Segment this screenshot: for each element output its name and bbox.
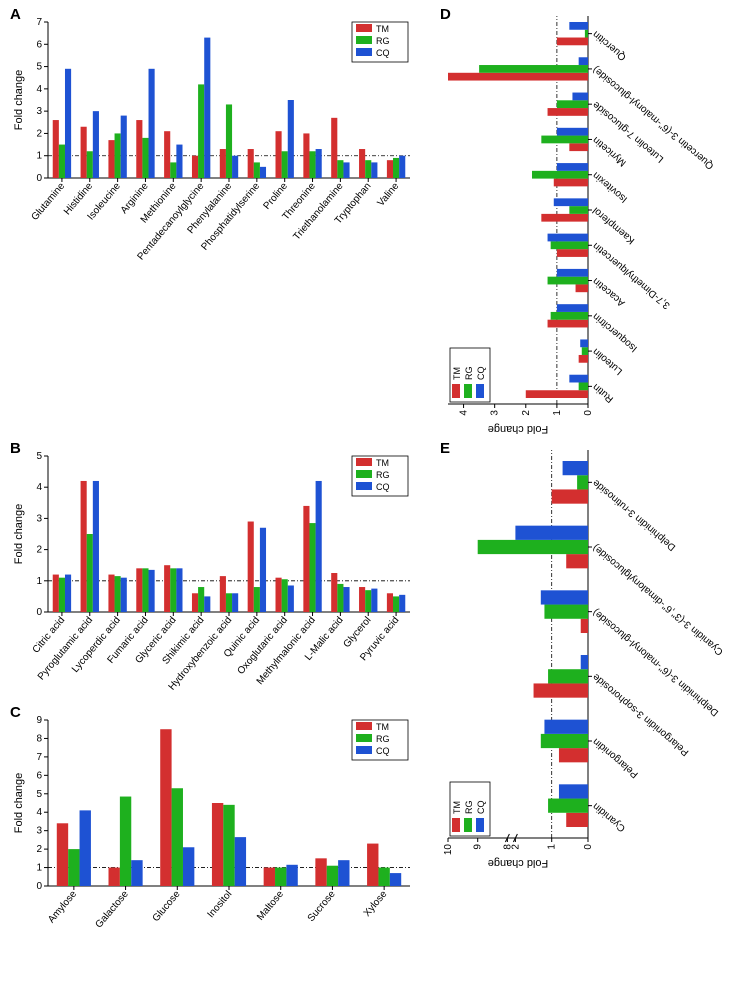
svg-text:Delphinidin 3-rutinoside: Delphinidin 3-rutinoside	[591, 477, 678, 553]
svg-text:Proline: Proline	[262, 181, 291, 212]
svg-text:2: 2	[36, 844, 42, 855]
svg-text:Cyanidin: Cyanidin	[591, 800, 628, 833]
svg-text:9: 9	[473, 844, 484, 850]
svg-text:Maltose: Maltose	[255, 889, 286, 923]
panel-E: E 0128910Fold changeCyanidinPelargonidin…	[438, 442, 738, 976]
svg-text:Sucrose: Sucrose	[306, 889, 338, 925]
svg-text:0: 0	[583, 410, 594, 416]
figure-grid: A 01234567Fold changeGlutamineHistidineI…	[8, 8, 740, 976]
svg-text:2: 2	[36, 545, 42, 556]
svg-text:0: 0	[36, 173, 42, 184]
svg-text:1: 1	[547, 844, 558, 850]
svg-text:3,7-Dimethylquercetin: 3,7-Dimethylquercetin	[591, 240, 673, 311]
svg-text:9: 9	[36, 715, 42, 726]
svg-text:0: 0	[36, 607, 42, 618]
svg-text:Fold change: Fold change	[13, 504, 25, 565]
svg-text:8: 8	[36, 733, 42, 744]
svg-text:Quercitin: Quercitin	[591, 28, 629, 62]
svg-text:TM: TM	[376, 458, 389, 468]
svg-text:2: 2	[36, 128, 42, 139]
svg-text:6: 6	[36, 39, 42, 50]
svg-text:5: 5	[36, 62, 42, 73]
svg-text:4: 4	[36, 482, 42, 493]
svg-text:0: 0	[36, 881, 42, 892]
panel-D: D 01234Fold changeRutinLuteolinIsoquerci…	[438, 8, 738, 438]
svg-text:Delphinidin 3-(6''-malonyl-glu: Delphinidin 3-(6''-malonyl-glucoside)	[591, 606, 721, 718]
panel-label-A: A	[10, 6, 21, 23]
svg-text:CQ: CQ	[476, 367, 486, 381]
svg-text:1: 1	[36, 151, 42, 162]
svg-text:Rutin: Rutin	[591, 381, 616, 404]
svg-text:2: 2	[521, 410, 532, 416]
svg-text:4: 4	[459, 410, 470, 416]
svg-text:5: 5	[36, 451, 42, 462]
svg-text:3: 3	[36, 106, 42, 117]
svg-text:Cyanidin 3-(3'',6''-dimalonylg: Cyanidin 3-(3'',6''-dimalonylglucoside)	[591, 542, 726, 658]
svg-text:Oxoglutaric acid: Oxoglutaric acid	[235, 615, 290, 677]
svg-text:Fold change: Fold change	[488, 857, 549, 869]
panel-label-B: B	[10, 440, 21, 457]
svg-text:CQ: CQ	[476, 801, 486, 815]
svg-text:Valine: Valine	[376, 181, 402, 209]
svg-text:Myricetin: Myricetin	[591, 134, 629, 168]
svg-text:3: 3	[36, 513, 42, 524]
svg-text:Galactose: Galactose	[93, 889, 131, 931]
svg-text:RG: RG	[464, 367, 474, 381]
svg-text:RG: RG	[464, 801, 474, 815]
panel-label-D: D	[440, 6, 451, 23]
svg-text:TM: TM	[376, 722, 389, 732]
svg-text:Fold change: Fold change	[13, 70, 25, 131]
svg-text:CQ: CQ	[376, 482, 390, 492]
panel-C: C 0 1 2 3 4 5 6 7 8 9 Fold change Amylose Galactose G…	[8, 706, 418, 976]
svg-text:1: 1	[552, 410, 563, 416]
svg-text:4: 4	[36, 807, 42, 818]
svg-text:CQ: CQ	[376, 48, 390, 58]
svg-text:6: 6	[36, 770, 42, 781]
svg-text:3: 3	[36, 826, 42, 837]
svg-text:Luteolin: Luteolin	[591, 346, 625, 377]
svg-text:Inositol: Inositol	[206, 889, 235, 920]
svg-text:Triethanolamine: Triethanolamine	[291, 181, 346, 243]
svg-text:CQ: CQ	[376, 746, 390, 756]
svg-text:Fold change: Fold change	[488, 423, 549, 435]
svg-text:7: 7	[36, 17, 42, 28]
panel-A: A 01234567Fold changeGlutamineHistidineI…	[8, 8, 418, 438]
svg-text:Isovitexin: Isovitexin	[591, 169, 630, 204]
svg-text:1: 1	[36, 576, 42, 587]
svg-text:4: 4	[36, 84, 42, 95]
svg-text:7: 7	[36, 752, 42, 763]
svg-text:1: 1	[36, 863, 42, 874]
panel-label-C: C	[10, 704, 21, 721]
panel-B: B 012345Fold changeCitric acidPyroglutam…	[8, 442, 418, 702]
svg-text:Glutamine: Glutamine	[29, 181, 67, 223]
svg-text:5: 5	[36, 789, 42, 800]
svg-text:RG: RG	[376, 470, 390, 480]
svg-text:Luteolin 7-glucoside: Luteolin 7-glucoside	[591, 99, 667, 165]
svg-text:TM: TM	[376, 24, 389, 34]
svg-text:Xylose: Xylose	[362, 889, 390, 919]
svg-text:Pelargonidin: Pelargonidin	[591, 736, 641, 780]
svg-text:RG: RG	[376, 734, 390, 744]
svg-text:Kaempferol: Kaempferol	[591, 205, 637, 246]
panel-label-E: E	[440, 440, 450, 457]
svg-text:Fold change: Fold change	[13, 773, 25, 834]
svg-text:TM: TM	[452, 367, 462, 380]
svg-text:3: 3	[490, 410, 501, 416]
svg-text:Glucose: Glucose	[151, 889, 183, 925]
svg-text:RG: RG	[376, 36, 390, 46]
svg-text:8: 8	[502, 844, 513, 850]
svg-text:Acacetin: Acacetin	[591, 275, 627, 308]
svg-text:Amylose: Amylose	[46, 889, 79, 926]
svg-text:TM: TM	[452, 801, 462, 814]
svg-text:0: 0	[583, 844, 594, 850]
svg-text:10: 10	[443, 844, 454, 856]
